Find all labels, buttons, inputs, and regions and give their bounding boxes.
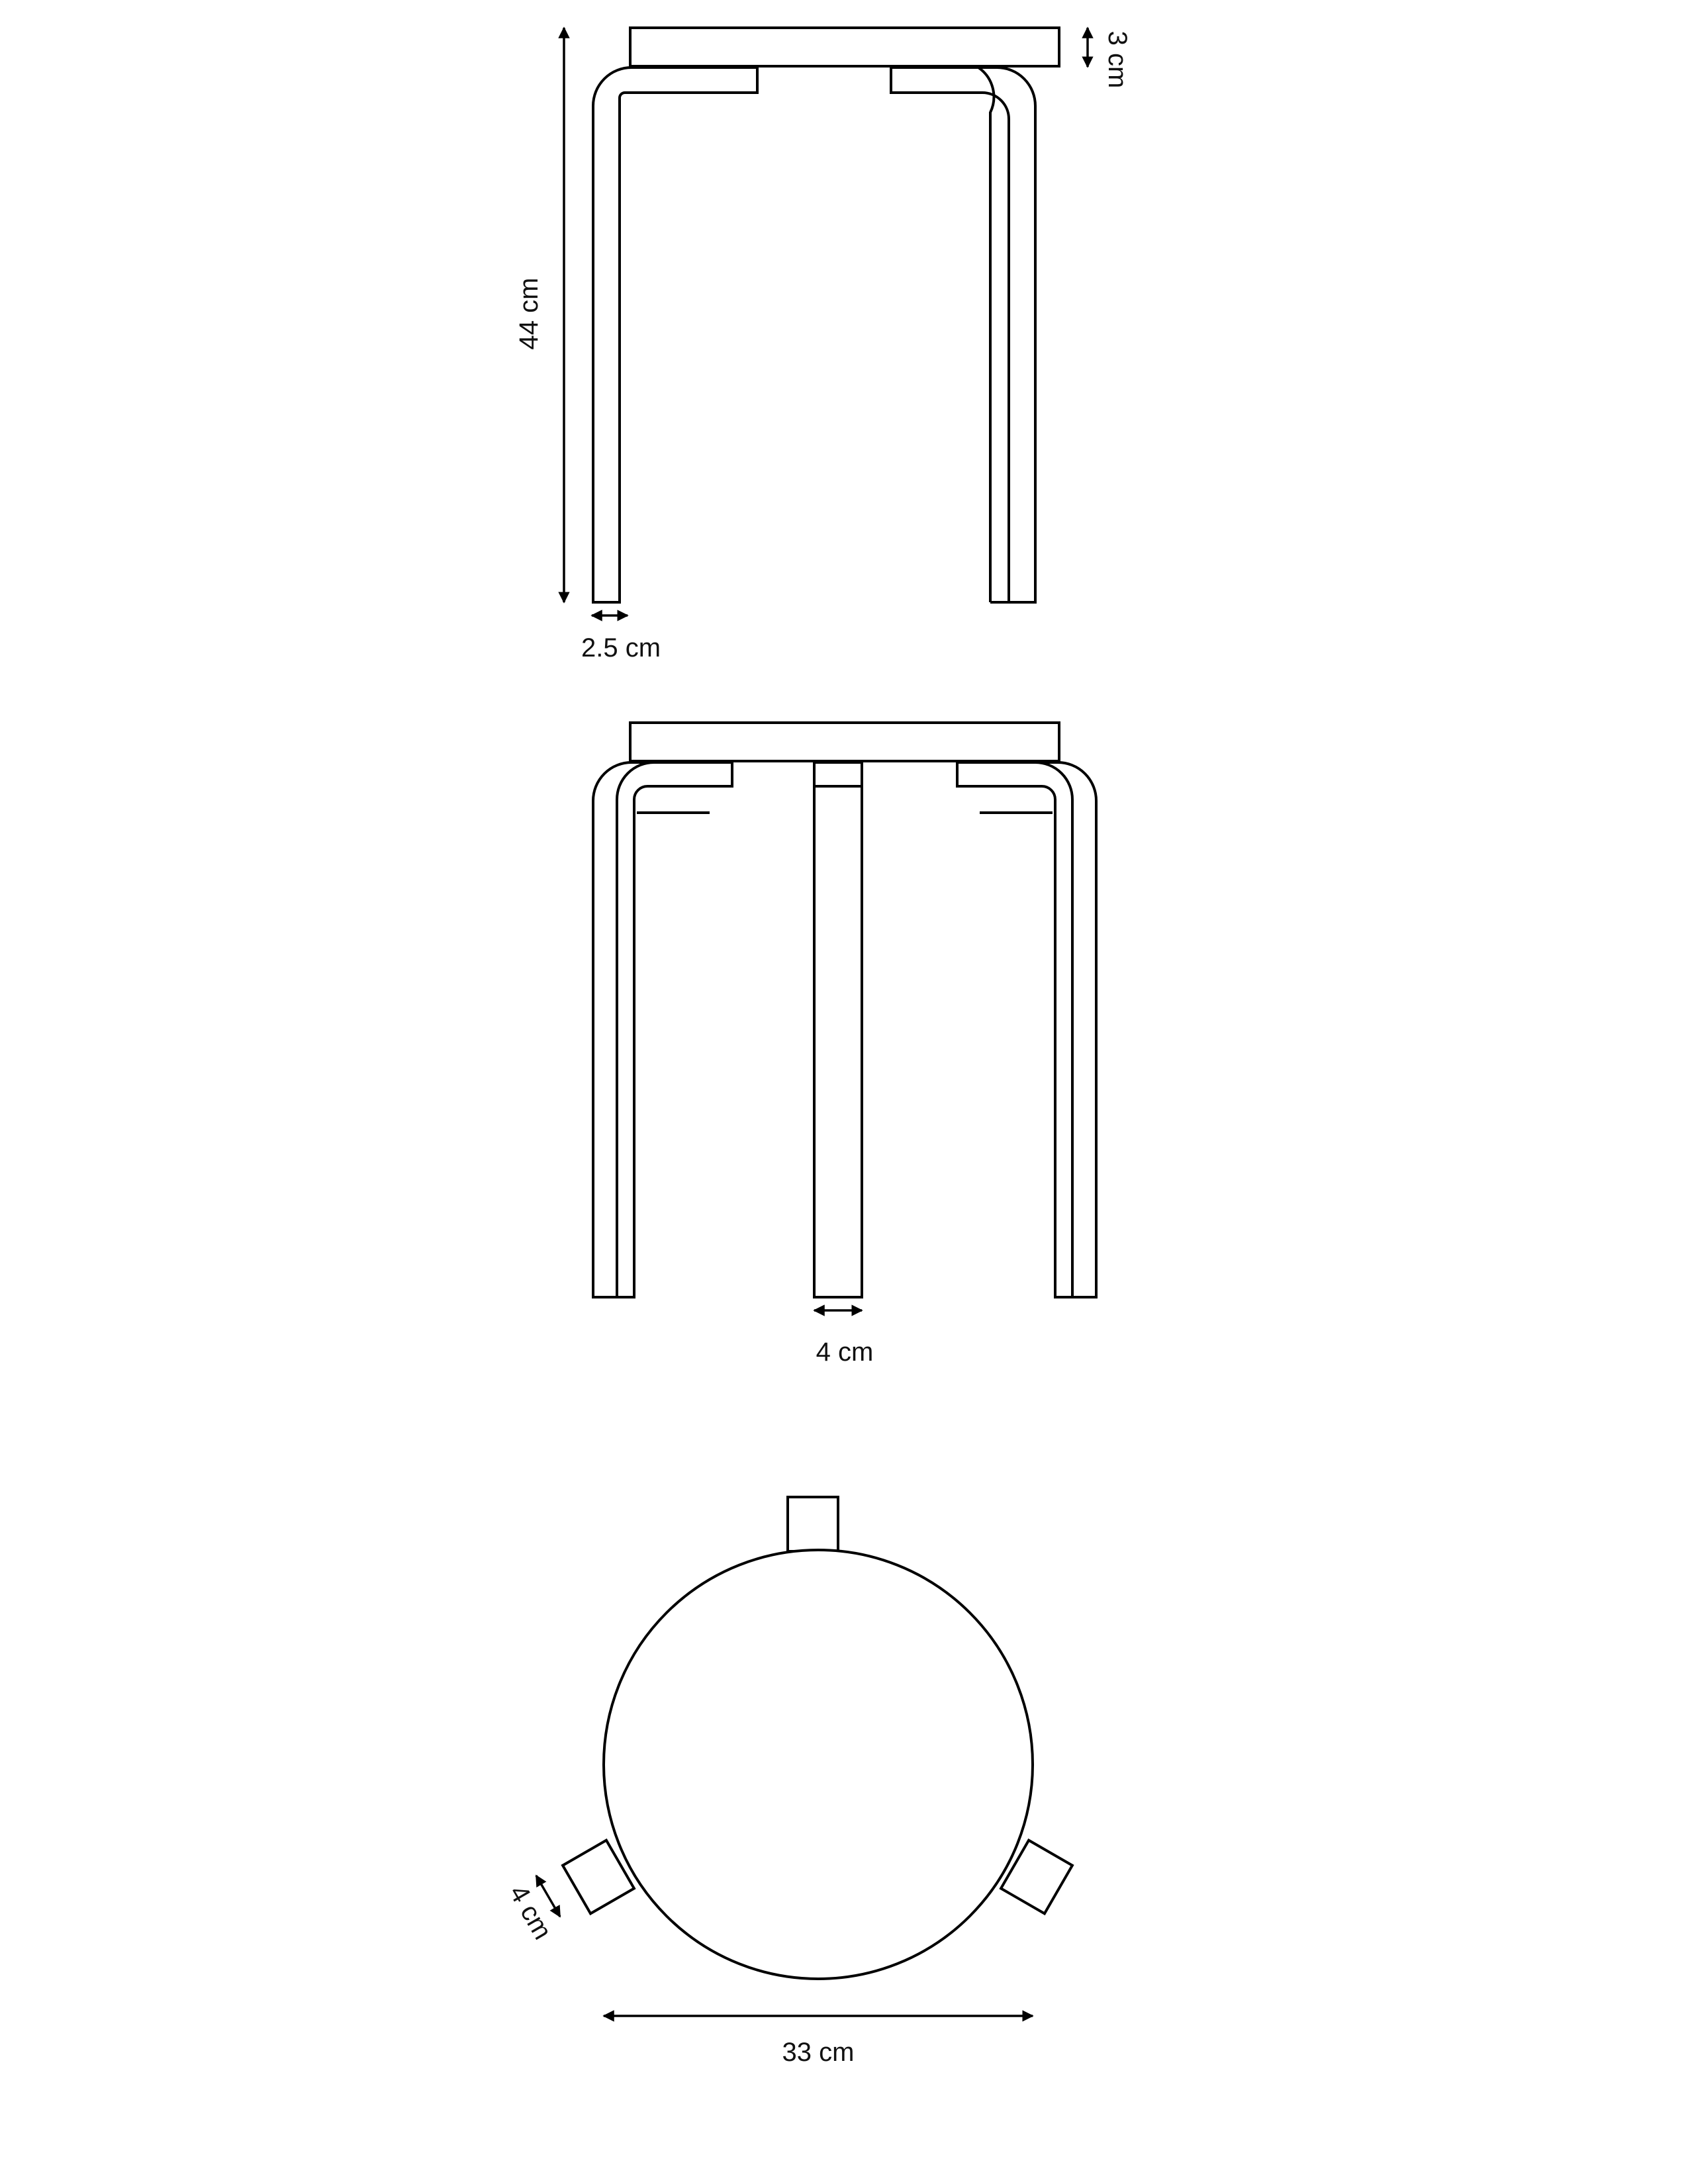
top-leg-southeast <box>999 1838 1074 1916</box>
top-leg-north <box>786 1496 839 1553</box>
front-left-leg-inner-edge <box>616 761 655 1297</box>
front-left-leg <box>592 761 733 1298</box>
top-view: 4 cm 33 cm <box>504 1496 1074 2067</box>
top-leg-width-label: 4 cm <box>504 1880 557 1944</box>
top-leg-southwest <box>561 1838 636 1916</box>
side-rear-leg-edge <box>977 66 996 602</box>
side-right-leg <box>890 66 1037 604</box>
front-leg-width-label: 4 cm <box>816 1338 874 1367</box>
seat-thickness-label: 3 cm <box>1103 31 1132 89</box>
front-center-leg <box>813 761 863 1298</box>
height-label: 44 cm <box>514 278 543 350</box>
front-right-leg-inner-edge <box>1035 761 1074 1297</box>
side-seat <box>629 26 1060 68</box>
front-seat <box>629 721 1060 762</box>
top-seat <box>602 1549 1034 1980</box>
side-view: 3 cm 44 cm 2.5 cm <box>514 26 1132 662</box>
diameter-label: 33 cm <box>782 2038 855 2067</box>
front-right-leg <box>956 761 1098 1298</box>
front-view: 4 cm <box>592 721 1098 1367</box>
top-leg-width-arrow <box>535 1874 561 1918</box>
side-left-leg <box>592 66 759 604</box>
leg-thickness-label: 2.5 cm <box>581 633 661 662</box>
